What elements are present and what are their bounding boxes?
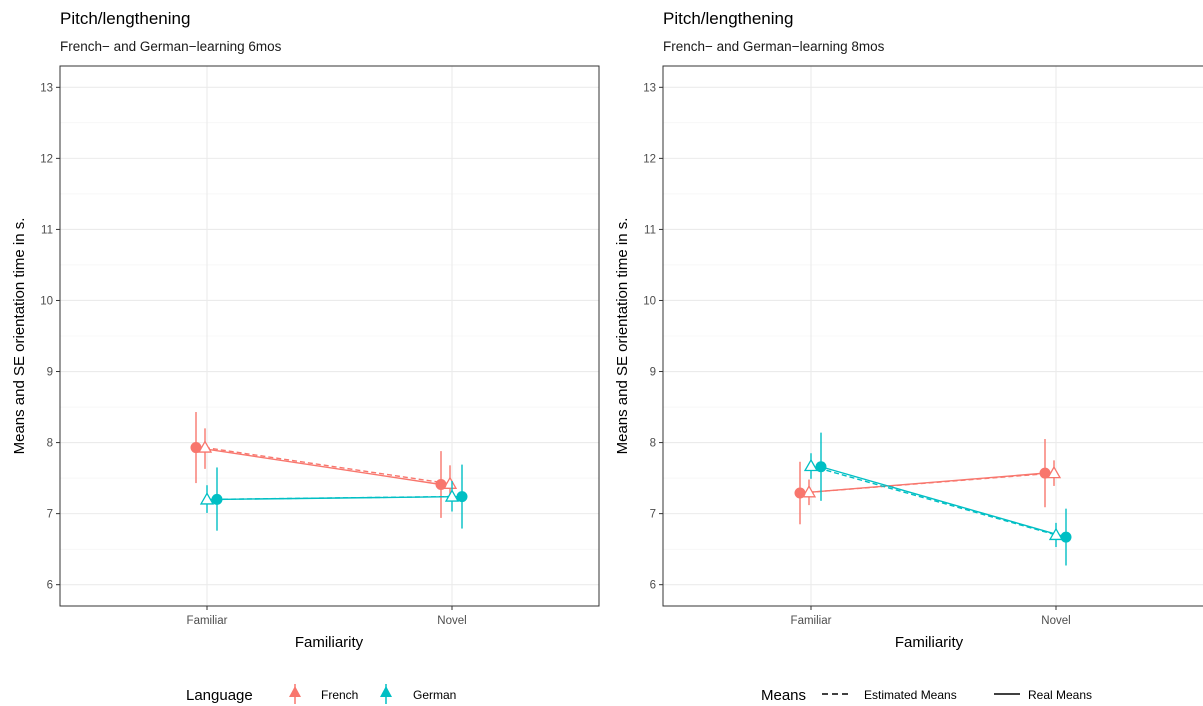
real-point-french (435, 479, 447, 490)
estimated-line-french (204, 446, 451, 485)
real-point-german (456, 491, 468, 503)
legend-label-real: Real Means (1028, 688, 1092, 702)
y-tick-label: 9 (47, 367, 53, 379)
plot-border (59, 65, 600, 607)
y-tick-label: 6 (650, 580, 656, 592)
real-line-french (195, 446, 442, 486)
legend-means: Means Estimated Means Real Means (761, 687, 1092, 704)
y-tick-label: 10 (643, 295, 656, 307)
panel-8mos: Pitch/lengthening French− and German−lea… (614, 9, 1203, 651)
x-tick-label: Novel (437, 615, 466, 627)
estimated-point-french (1046, 465, 1062, 479)
real-point-french (190, 442, 202, 454)
estimated-point-french (801, 485, 817, 498)
legend-language: Language French German (186, 684, 456, 704)
real-line-german (216, 495, 463, 501)
legend-key-german (380, 684, 392, 704)
real-point-french (794, 487, 806, 499)
panel-title: Pitch/lengthening (60, 9, 190, 28)
y-tick-label: 8 (47, 438, 53, 450)
legend-title: Language (186, 687, 253, 704)
real-line-french (799, 472, 1046, 494)
x-tick-label: Familiar (791, 615, 832, 627)
real-point-german (211, 493, 223, 505)
x-axis-label: Familiarity (295, 634, 364, 651)
y-tick-label: 13 (40, 82, 53, 94)
estimated-point-german (1048, 527, 1064, 541)
y-tick-label: 13 (643, 82, 656, 94)
real-point-german (815, 461, 827, 473)
y-tick-label: 8 (650, 438, 656, 450)
y-axis-label: Means and SE orientation time in s. (614, 218, 631, 455)
panel-subtitle: French− and German−learning 8mos (663, 39, 885, 54)
y-tick-label: 10 (40, 295, 53, 307)
estimated-line-german (810, 465, 1057, 536)
real-point-german (1060, 531, 1072, 543)
y-tick-label: 6 (47, 580, 53, 592)
y-tick-label: 12 (643, 153, 656, 165)
real-line-german (820, 466, 1067, 538)
legend-label-german: German (413, 688, 456, 702)
estimated-point-french (442, 476, 458, 489)
legend-label-french: French (321, 688, 358, 702)
y-axis-label: Means and SE orientation time in s. (11, 218, 28, 455)
y-tick-label: 7 (47, 509, 53, 521)
x-tick-label: Familiar (187, 615, 228, 627)
estimated-point-french (197, 440, 213, 453)
y-tick-label: 9 (650, 367, 656, 379)
legend-label-estimated: Estimated Means (864, 688, 957, 702)
panel-6mos: Pitch/lengthening French− and German−lea… (11, 9, 600, 651)
x-axis-label: Familiarity (895, 634, 964, 651)
y-tick-label: 11 (644, 224, 656, 236)
legend-title: Means (761, 687, 806, 704)
x-tick-label: Novel (1041, 615, 1070, 627)
y-tick-label: 12 (40, 153, 53, 165)
estimated-point-german (199, 492, 215, 505)
estimated-point-german (444, 489, 460, 502)
estimated-point-german (803, 458, 819, 472)
y-tick-label: 7 (650, 509, 656, 521)
legend-key-french (289, 684, 301, 704)
plot-border (662, 65, 1203, 607)
panel-subtitle: French− and German−learning 6mos (60, 39, 282, 54)
real-point-french (1039, 467, 1051, 479)
y-tick-label: 11 (41, 224, 53, 236)
panel-title: Pitch/lengthening (663, 9, 793, 28)
